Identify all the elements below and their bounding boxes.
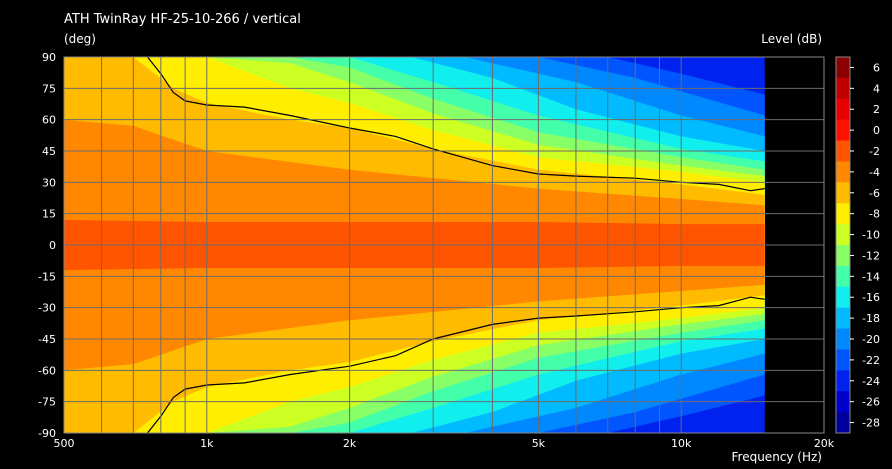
colorbar-tick-label: 0 <box>873 124 880 137</box>
colorbar-swatch <box>836 349 850 371</box>
colorbar-swatch <box>836 98 850 121</box>
y-tick-label: 90 <box>42 51 56 64</box>
x-tick-label: 5k <box>532 437 546 450</box>
grid-lines <box>63 56 825 434</box>
x-tick-label: 2k <box>343 437 357 450</box>
x-tick-label: 500 <box>54 437 75 450</box>
colorbar-swatch <box>836 307 850 330</box>
y-axis-label: (deg) <box>64 32 96 46</box>
colorbar-swatch <box>836 182 850 204</box>
colorbar-swatch <box>836 286 850 309</box>
x-tick-label: 20k <box>814 437 835 450</box>
y-tick-label: 15 <box>42 208 56 221</box>
colorbar-swatch <box>836 161 850 183</box>
y-tick-label: -75 <box>38 396 56 409</box>
y-tick-label: -30 <box>38 302 56 315</box>
y-tick-label: -15 <box>38 270 56 283</box>
y-tick-label: -60 <box>38 364 56 377</box>
colorbar: 6 4 2 0 -2 -4 -6 -8 -10 -12 -14 -16 -18 -20 -22 -24 -26 -… <box>835 56 880 434</box>
y-tick-label: 75 <box>42 82 56 95</box>
colorbar-swatch <box>836 77 850 100</box>
colorbar-tick-label: -18 <box>862 312 880 325</box>
colorbar-swatch <box>836 265 850 288</box>
y-tick-labels: 90 75 60 45 30 15 0 -15 -30 -45 -60 -75 -90 <box>38 51 56 440</box>
y-tick-label: -45 <box>38 333 56 346</box>
x-tick-label: 10k <box>671 437 692 450</box>
colorbar-tick-label: -20 <box>862 333 880 346</box>
x-tick-label: 1k <box>200 437 214 450</box>
colorbar-tick-label: 4 <box>873 82 880 95</box>
colorbar-tick-label: -16 <box>862 291 880 304</box>
chart-title: ATH TwinRay HF-25-10-266 / vertical <box>64 12 301 27</box>
colorbar-label: Level (dB) <box>761 32 822 46</box>
colorbar-tick-label: -26 <box>862 396 880 409</box>
colorbar-tick-label: 6 <box>873 61 880 74</box>
colorbar-swatch <box>836 245 850 267</box>
plot-border <box>63 56 825 434</box>
colorbar-tick-label: -14 <box>862 270 880 283</box>
colorbar-swatch <box>836 224 850 246</box>
colorbar-tick-label: -2 <box>869 145 880 158</box>
colorbar-swatch <box>836 412 850 434</box>
colorbar-swatch <box>836 119 850 142</box>
colorbar-tick-label: -22 <box>862 354 880 367</box>
x-axis-label: Frequency (Hz) <box>731 450 823 464</box>
y-tick-label: -90 <box>38 427 56 440</box>
colorbar-swatch <box>836 328 850 350</box>
colorbar-border <box>835 56 851 434</box>
colorbar-tick-label: -28 <box>862 417 880 430</box>
colorbar-swatch <box>836 391 850 413</box>
colorbar-tick-label: -4 <box>869 166 880 179</box>
colorbar-tick-label: -6 <box>869 187 880 200</box>
y-tick-label: 0 <box>49 239 56 252</box>
colorbar-swatch <box>836 370 850 392</box>
colorbar-swatch <box>836 57 850 79</box>
colorbar-tick-label: -12 <box>862 249 880 262</box>
y-tick-label: 30 <box>42 176 56 189</box>
colorbar-tick-label: 2 <box>873 103 880 116</box>
colorbar-swatch <box>836 140 850 162</box>
colorbar-tick-label: -8 <box>869 208 880 221</box>
colorbar-tick-label: -10 <box>862 229 880 242</box>
y-tick-label: 45 <box>42 145 56 158</box>
x-tick-labels: 500 1k 2k 5k 10k 20k <box>54 437 835 450</box>
y-tick-label: 60 <box>42 114 56 127</box>
colorbar-swatch <box>836 203 850 225</box>
colorbar-tick-label: -24 <box>862 375 880 388</box>
